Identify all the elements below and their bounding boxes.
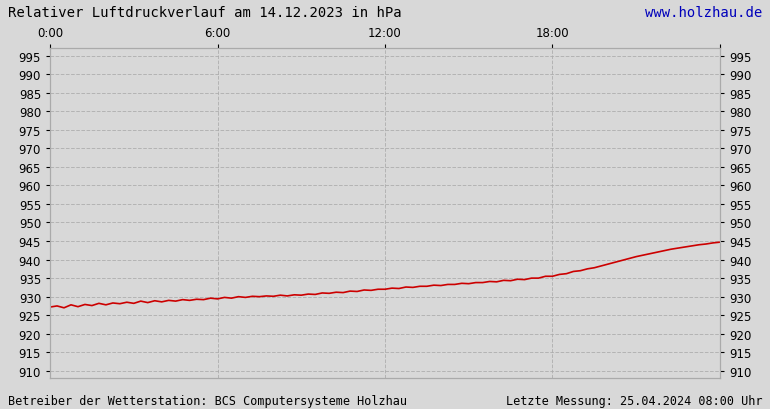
Text: Betreiber der Wetterstation: BCS Computersysteme Holzhau: Betreiber der Wetterstation: BCS Compute… bbox=[8, 394, 407, 407]
Text: Letzte Messung: 25.04.2024 08:00 Uhr: Letzte Messung: 25.04.2024 08:00 Uhr bbox=[506, 394, 762, 407]
Text: Relativer Luftdruckverlauf am 14.12.2023 in hPa: Relativer Luftdruckverlauf am 14.12.2023… bbox=[8, 6, 401, 20]
Text: www.holzhau.de: www.holzhau.de bbox=[645, 6, 762, 20]
